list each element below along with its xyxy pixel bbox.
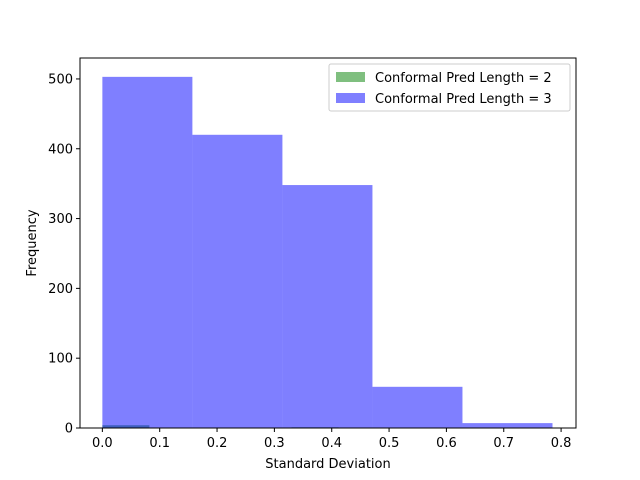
legend-box <box>328 63 571 112</box>
x-tick-label: 0.2 <box>207 436 228 451</box>
y-tick-label: 400 <box>48 142 73 157</box>
y-tick-label: 0 <box>65 422 73 437</box>
legend-label-series-1: Conformal Pred Length = 2 <box>375 71 552 86</box>
bars-layer <box>102 76 553 428</box>
x-tick-label: 0.7 <box>493 436 514 451</box>
legend: Conformal Pred Length = 2 Conformal Pred… <box>328 63 571 112</box>
histogram-bar-series-2-bin-1 <box>102 76 193 428</box>
y-tick-label: 200 <box>48 282 73 297</box>
x-tick-label: 0.8 <box>551 436 572 451</box>
y-axis-ticks: 0 100 200 300 400 500 <box>48 72 80 437</box>
x-tick-label: 0.3 <box>264 436 285 451</box>
histogram-bar-series-2-bin-5 <box>462 423 553 428</box>
x-tick-label: 0.6 <box>436 436 457 451</box>
x-axis-title: Standard Deviation <box>265 457 390 472</box>
y-tick-label: 100 <box>48 352 73 367</box>
legend-label-series-2: Conformal Pred Length = 3 <box>375 92 552 107</box>
x-tick-label: 0.4 <box>321 436 342 451</box>
y-axis-title: Frequency <box>25 209 40 276</box>
x-axis-ticks: 0.0 0.1 0.2 0.3 0.4 0.5 0.6 0.7 0.8 <box>92 428 571 451</box>
histogram-bar-series-2-bin-2 <box>192 134 283 428</box>
x-tick-label: 0.5 <box>379 436 400 451</box>
y-tick-label: 300 <box>48 212 73 227</box>
x-tick-label: 0.1 <box>149 436 170 451</box>
x-tick-label: 0.0 <box>92 436 113 451</box>
legend-swatch-series-1 <box>336 72 365 82</box>
histogram-bar-series-2-bin-4 <box>372 386 463 428</box>
histogram-bar-series-2-bin-3 <box>282 185 373 428</box>
legend-swatch-series-2 <box>336 93 365 103</box>
plot-frame <box>79 57 577 429</box>
y-tick-label: 500 <box>48 72 73 87</box>
